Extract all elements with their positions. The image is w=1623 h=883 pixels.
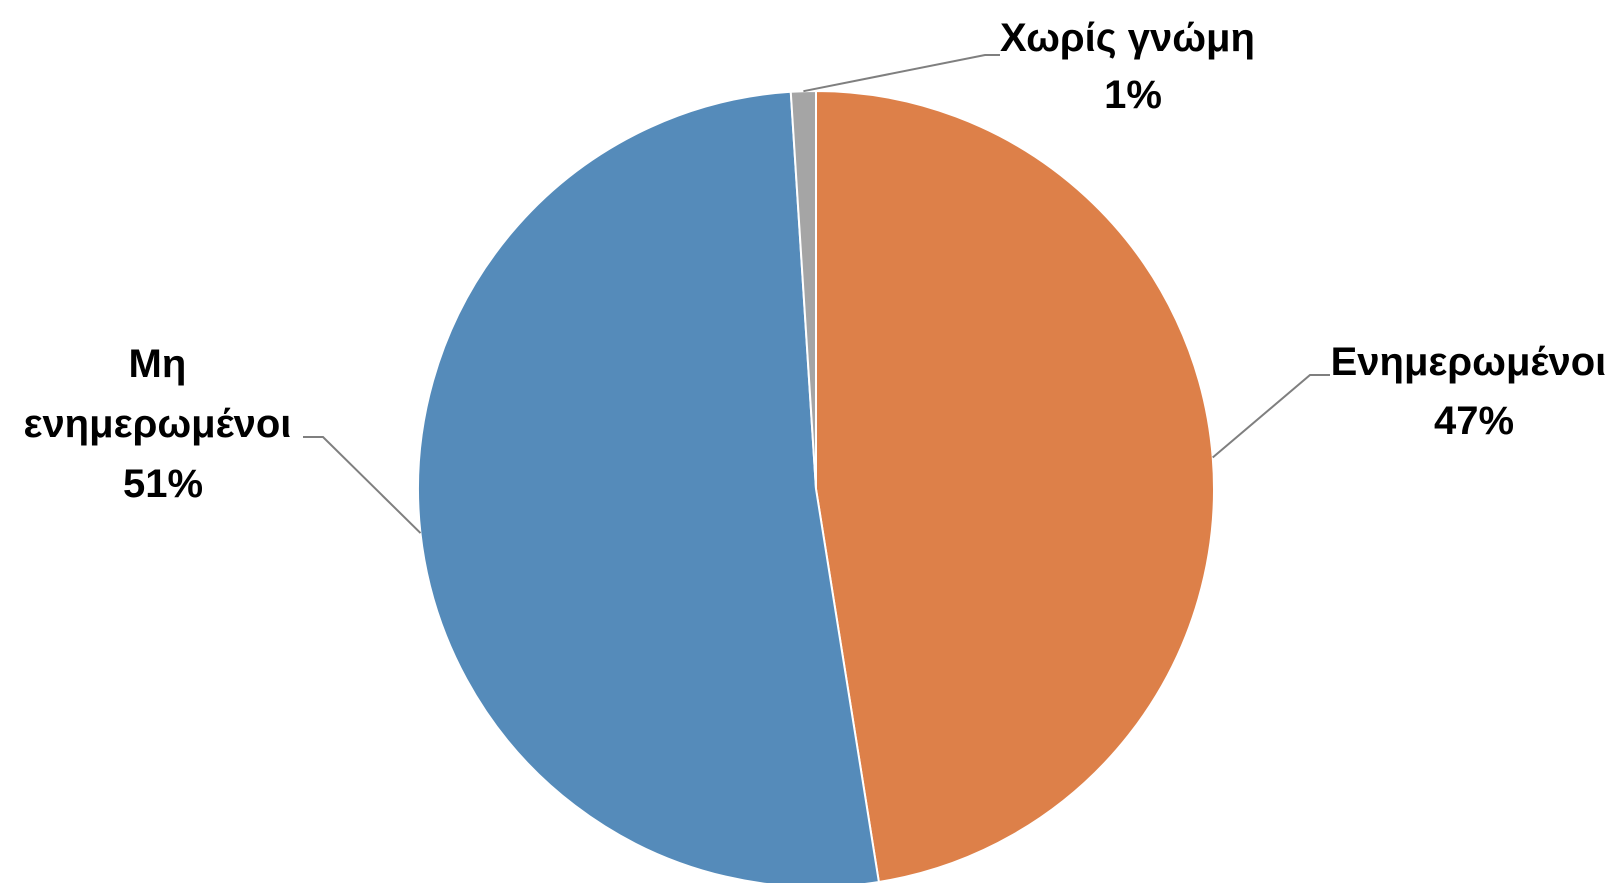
- pie-slices: [417, 89, 1215, 883]
- label-informed-value: 47%: [1434, 399, 1514, 443]
- label-no-opinion-value: 1%: [1104, 73, 1162, 117]
- label-no-opinion: Χωρίς γνώμη 1%: [1000, 16, 1266, 117]
- leader-lines: [303, 54, 1330, 534]
- pie-slice-no-opinion: [789, 89, 817, 490]
- label-informed: Ενημερωμένοι 47%: [1331, 340, 1618, 443]
- leader-line-no-opinion: [803, 54, 1000, 93]
- label-not-informed: Μη ενημερωμένοι 51%: [23, 342, 302, 506]
- label-not-informed-name-line1: Μη: [129, 342, 187, 386]
- label-informed-name: Ενημερωμένοι: [1331, 340, 1607, 384]
- label-not-informed-name-line2: ενημερωμένοι: [23, 402, 291, 446]
- pie-slice-informed: [815, 89, 1215, 883]
- leader-line-informed: [1212, 374, 1330, 459]
- leader-line-not-informed: [303, 436, 422, 534]
- label-not-informed-value: 51%: [123, 462, 203, 506]
- label-no-opinion-name: Χωρίς γνώμη: [1000, 16, 1255, 60]
